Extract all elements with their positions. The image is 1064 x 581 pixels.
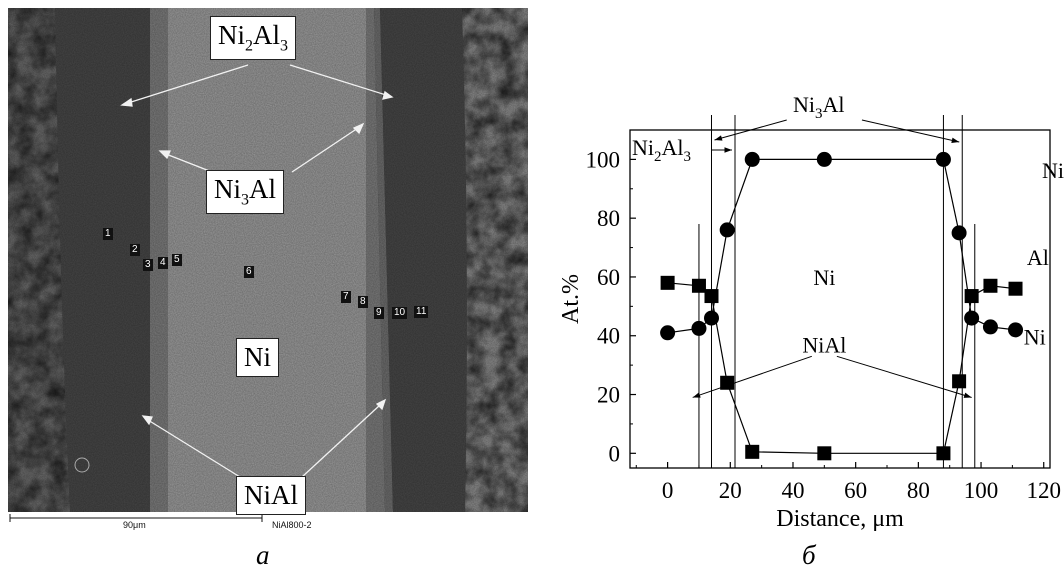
data-point-al: [817, 446, 832, 461]
series-line-ni: [667, 158, 1016, 334]
annotation-ni2al3-right: Ni2Al3: [1042, 158, 1064, 188]
y-tick-label: 40: [597, 324, 620, 349]
arrow-ni3al-right-head: [951, 137, 960, 144]
data-point-ni: [1008, 322, 1024, 338]
data-point-al: [936, 446, 951, 461]
legend-label-ni: Ni: [1024, 325, 1046, 350]
point-label-4: 4: [158, 257, 168, 269]
data-point-ni: [982, 319, 998, 335]
plot-frame: [629, 129, 1051, 469]
data-point-ni: [951, 225, 967, 241]
point-label-3: 3: [143, 259, 153, 271]
arrow-ni3al-left: [714, 119, 787, 141]
x-tick-label: 40: [781, 478, 804, 503]
point-label-5: 5: [172, 254, 182, 266]
sem-micrograph: [8, 8, 528, 522]
data-point-ni: [660, 325, 676, 341]
point-label-10: 10: [392, 307, 408, 319]
x-tick-label: 80: [907, 478, 930, 503]
x-tick-label: 20: [719, 478, 742, 503]
data-point-al: [952, 374, 967, 389]
arrow-ni2al3-left-head: [724, 147, 732, 153]
phase-label-ni3al: Ni3Al: [206, 170, 284, 215]
x-tick-label: 120: [1026, 478, 1061, 503]
concentration-profile-chart: 0 20 40 60 80 100 120 0 20 40 60 80 100 Distance, μm A…: [560, 92, 1064, 532]
data-point-al: [660, 275, 675, 290]
scale-bar-label: 90μm: [123, 520, 146, 530]
phase-label-ni: Ni: [236, 338, 279, 377]
annotation-ni-center: Ni: [813, 265, 835, 290]
arrow-nial-right-head: [963, 392, 972, 398]
data-point-al: [964, 289, 979, 304]
phase-arrows: [120, 64, 394, 478]
y-tick-label: 100: [586, 147, 621, 172]
x-tick-label: 60: [844, 478, 867, 503]
data-point-ni: [703, 310, 719, 326]
data-point-al: [983, 278, 998, 293]
x-tick-label: 0: [662, 478, 674, 503]
data-point-ni: [691, 320, 707, 336]
annotation-ni2al3-left: Ni2Al3: [632, 135, 691, 165]
point-label-7: 7: [341, 291, 351, 303]
arrow-nial-left: [692, 355, 812, 398]
arrow-nial-right: [836, 355, 972, 398]
y-tick-label: 80: [597, 206, 620, 231]
data-point-ni: [816, 151, 832, 167]
annotation-ni3al: Ni3Al: [793, 92, 845, 122]
caption-b: б: [802, 540, 816, 570]
caption-a: а: [256, 540, 270, 570]
point-label-6: 6: [244, 266, 254, 278]
point-label-11: 11: [414, 306, 429, 318]
arrow-ni3al-left-head: [714, 135, 723, 141]
data-point-ni: [935, 151, 951, 167]
x-tick-label: 100: [964, 478, 999, 503]
annotation-nial: NiAl: [802, 333, 846, 358]
arrow-ni3al-right: [861, 119, 960, 143]
arrow-nial-left-head: [692, 392, 701, 398]
data-point-ni: [719, 222, 735, 238]
data-point-al: [1008, 281, 1023, 296]
phase-label-ni2al3: Ni2Al3: [210, 16, 296, 61]
data-point-ni: [744, 151, 760, 167]
data-point-al: [745, 444, 760, 459]
data-point-al: [691, 278, 706, 293]
point-label-1: 1: [103, 228, 113, 240]
y-tick-label: 60: [597, 265, 620, 290]
y-tick-label: 20: [597, 383, 620, 408]
phase-label-nial: NiAl: [236, 476, 306, 515]
x-axis-label: Distance, μm: [776, 506, 904, 532]
y-axis-label: At.%: [560, 274, 584, 324]
series-line-al: [667, 282, 1016, 454]
point-label-8: 8: [358, 296, 368, 308]
point-label-9: 9: [374, 307, 384, 319]
sample-id: NiAl800-2: [272, 520, 312, 530]
y-tick-label: 0: [609, 441, 621, 466]
legend-label-al: Al: [1027, 245, 1049, 270]
point-label-2: 2: [130, 244, 140, 256]
data-point-ni: [964, 310, 980, 326]
